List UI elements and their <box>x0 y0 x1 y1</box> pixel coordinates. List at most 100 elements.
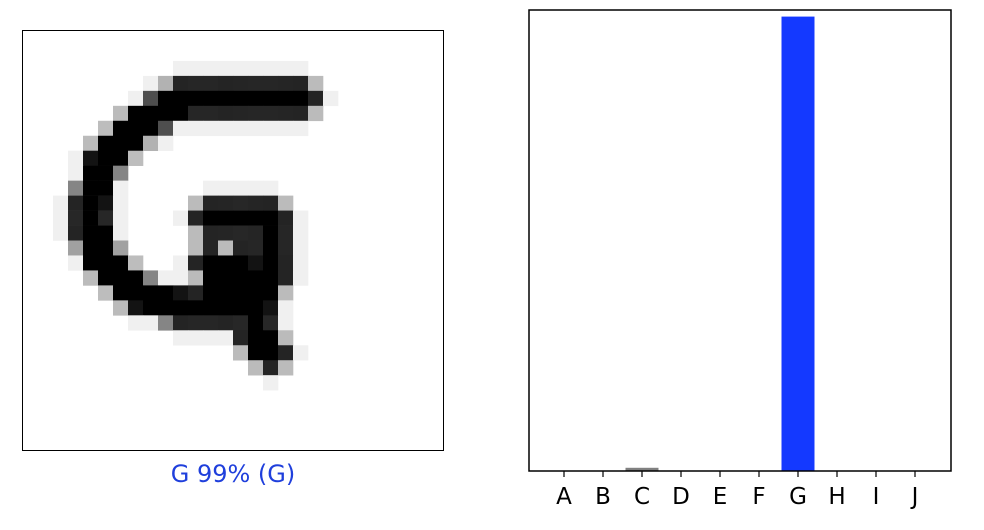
image-pixel <box>158 285 174 301</box>
image-pixel <box>293 225 309 241</box>
image-pixel <box>173 270 189 286</box>
image-pixel <box>263 210 279 226</box>
image-pixel <box>233 75 249 92</box>
image-pixel <box>278 240 294 256</box>
chart-frame <box>528 9 952 472</box>
image-pixel <box>263 90 279 107</box>
image-pixel <box>233 60 249 77</box>
image-pixel <box>113 225 129 241</box>
image-pixel <box>173 285 189 301</box>
image-pixel <box>278 255 294 271</box>
image-pixel <box>128 315 144 331</box>
image-pixel <box>173 75 189 92</box>
image-pixel <box>98 255 114 271</box>
image-pixel <box>218 300 234 316</box>
image-pixel <box>293 345 309 361</box>
image-pixel <box>263 255 279 271</box>
image-pixel <box>98 120 114 137</box>
image-pixel <box>233 195 249 211</box>
bar-C <box>625 467 659 471</box>
image-pixel <box>68 225 84 241</box>
image-pixel <box>293 60 309 77</box>
image-pixel <box>293 210 309 226</box>
image-pixel <box>278 345 294 361</box>
image-pixel <box>248 60 264 77</box>
image-pixel <box>113 270 129 286</box>
image-pixel <box>188 90 204 107</box>
image-pixel <box>278 120 294 137</box>
image-pixel <box>233 105 249 122</box>
image-pixel <box>293 255 309 271</box>
image-pixel <box>188 255 204 271</box>
image-pixel <box>248 120 264 137</box>
image-pixel <box>143 300 159 316</box>
image-pixel <box>53 195 69 211</box>
image-pixel <box>113 210 129 226</box>
image-pixel <box>188 195 204 211</box>
image-pixel <box>203 315 219 331</box>
image-pixel <box>308 105 324 122</box>
image-pixel <box>263 240 279 256</box>
x-tick-label: J <box>910 484 919 510</box>
image-pixel <box>143 315 159 331</box>
image-pixel <box>113 150 129 166</box>
image-pixel <box>128 135 144 152</box>
x-tick-label: I <box>873 484 880 510</box>
image-pixel <box>203 90 219 107</box>
image-pixel <box>173 60 189 77</box>
image-pixel <box>263 75 279 92</box>
image-pixel <box>83 255 99 271</box>
image-pixel <box>218 60 234 77</box>
image-pixel <box>68 150 84 166</box>
image-pixel <box>188 210 204 226</box>
image-pixel <box>113 165 129 181</box>
image-pixel <box>293 75 309 92</box>
image-pixel <box>263 360 279 376</box>
image-pixel <box>203 60 219 77</box>
image-pixel <box>173 90 189 107</box>
image-pixel <box>158 90 174 107</box>
image-pixel <box>263 225 279 241</box>
image-pixel <box>188 285 204 301</box>
x-tick-label: A <box>556 484 572 510</box>
image-pixel <box>203 225 219 241</box>
image-pixel <box>128 120 144 137</box>
image-pixel <box>188 60 204 77</box>
image-pixel <box>233 330 249 346</box>
image-pixel <box>83 240 99 256</box>
image-pixel <box>83 180 99 196</box>
image-pixel <box>233 255 249 271</box>
image-pixel <box>98 165 114 181</box>
image-pixel <box>143 120 159 137</box>
image-pixel <box>233 240 249 256</box>
image-pixel <box>203 195 219 211</box>
image-pixel <box>188 300 204 316</box>
image-pixel <box>98 240 114 256</box>
image-pixel <box>233 90 249 107</box>
image-pixel <box>278 360 294 376</box>
image-pixel <box>113 105 129 122</box>
image-pixel <box>203 300 219 316</box>
image-pixel <box>233 120 249 137</box>
image-pixel <box>248 195 264 211</box>
image-pixel <box>278 105 294 122</box>
image-pixel <box>278 90 294 107</box>
image-pixel <box>263 285 279 301</box>
image-pixel <box>98 285 114 301</box>
image-pixel <box>113 135 129 152</box>
image-pixel <box>98 150 114 166</box>
image-pixel <box>83 210 99 226</box>
image-pixel <box>293 105 309 122</box>
image-pixel <box>158 315 174 331</box>
image-pixel <box>113 285 129 301</box>
image-pixel <box>128 90 144 107</box>
image-pixel <box>218 75 234 92</box>
image-pixel <box>248 315 264 331</box>
image-pixel <box>188 225 204 241</box>
image-pixel <box>218 330 234 346</box>
image-pixel <box>278 75 294 92</box>
image-pixel <box>113 195 129 211</box>
image-pixel <box>143 105 159 122</box>
image-pixel <box>263 270 279 286</box>
image-pixel <box>143 90 159 107</box>
